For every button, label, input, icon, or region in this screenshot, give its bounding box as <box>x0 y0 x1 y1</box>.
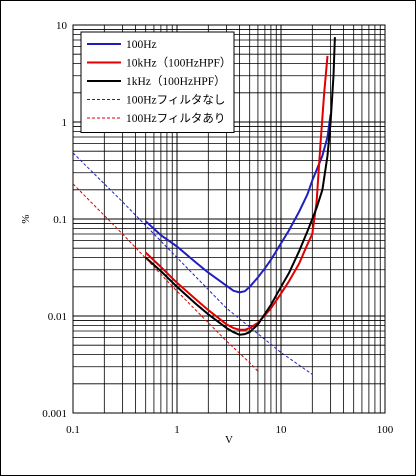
x-tick-label: 100 <box>377 424 394 436</box>
legend-label-3: 100Hzフィルタなし <box>126 94 225 107</box>
y-tick-label: 0.001 <box>42 408 67 420</box>
legend-label-2: 1kHz（100HzHPF） <box>126 75 226 88</box>
x-tick-label: 10 <box>276 424 288 436</box>
y-tick-label: 0.1 <box>53 214 67 226</box>
x-tick-label: 1 <box>174 424 180 436</box>
legend-label-1: 10kHz（100HzHPF） <box>126 57 231 70</box>
x-axis-title: V <box>225 434 233 446</box>
series-line-2 <box>145 37 336 336</box>
tick-labels: 0.1 1 10 100 0.001 0.01 0.1 1 10 <box>42 20 394 436</box>
series-line-0 <box>145 114 332 294</box>
series-line-4 <box>73 183 259 372</box>
y-tick-label: 10 <box>56 20 68 32</box>
y-tick-label: 0.01 <box>48 311 67 323</box>
y-axis-title: % <box>20 214 32 223</box>
legend: 100Hz 10kHz（100HzHPF） 1kHz（100HzHPF） 100Hzフ… <box>80 31 235 133</box>
legend-label-0: 100Hz <box>126 39 157 51</box>
x-tick-label: 0.1 <box>66 424 80 436</box>
legend-box <box>80 31 235 133</box>
y-tick-label: 1 <box>62 117 68 129</box>
series-layer <box>73 37 336 375</box>
legend-label-4: 100Hzフィルタあり <box>126 112 225 125</box>
plot-border <box>72 24 386 414</box>
